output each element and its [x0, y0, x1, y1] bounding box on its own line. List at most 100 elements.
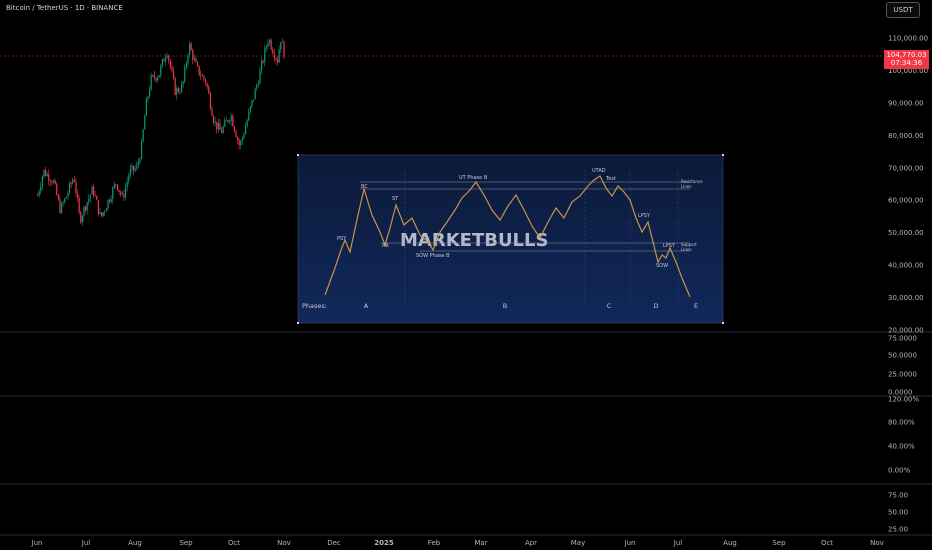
time-tick-label: Sep: [772, 539, 786, 547]
candle-body: [229, 120, 231, 122]
time-tick-label: Apr: [525, 539, 537, 547]
price-tick-label: 40,000.00: [888, 262, 924, 270]
price-tick-label: 60,000.00: [888, 197, 924, 205]
candle-body: [72, 179, 74, 184]
candle-body: [109, 199, 111, 202]
candle-body: [283, 41, 285, 58]
candle-body: [177, 88, 179, 92]
current-price-value: 104,770.03: [886, 51, 927, 59]
candle-body: [169, 60, 171, 67]
candle-body: [235, 131, 237, 138]
candle-body: [38, 191, 40, 196]
currency-button[interactable]: USDT: [886, 2, 920, 18]
candle-body: [75, 181, 77, 194]
time-tick-label: 2025: [374, 539, 394, 547]
phase-letter: B: [503, 302, 507, 310]
candle-body: [94, 195, 96, 197]
candle-body: [277, 59, 279, 63]
candle-body: [193, 58, 195, 60]
candle-body: [88, 198, 90, 203]
price-tick-label: 100,000.00: [888, 67, 928, 75]
candle-body: [150, 75, 152, 90]
candle-body: [269, 40, 271, 43]
candle-body: [83, 206, 85, 217]
candle-body: [261, 60, 263, 71]
candle-body: [78, 197, 80, 213]
candle-body: [251, 100, 253, 107]
candle-body: [165, 57, 167, 62]
candle-body: [137, 162, 139, 166]
candle-body: [160, 66, 162, 76]
time-tick-label: Oct: [821, 539, 833, 547]
candle-body: [115, 184, 117, 186]
candle-body: [259, 70, 261, 84]
candle-body: [136, 165, 138, 169]
resize-handle[interactable]: [722, 154, 724, 156]
candle-body: [126, 181, 128, 188]
indicator-tick-label: 40.00%: [888, 443, 915, 451]
candle-body: [40, 186, 42, 192]
resize-handle[interactable]: [297, 154, 299, 156]
time-tick-label: Dec: [327, 539, 341, 547]
wyckoff-event-label: Test: [605, 176, 616, 182]
candle-body: [118, 190, 120, 192]
inset-watermark: MARKETBULLS: [400, 230, 548, 251]
candle-body: [152, 75, 154, 76]
candle-body: [240, 141, 242, 146]
candle-body: [62, 202, 64, 204]
price-tick-label: 70,000.00: [888, 164, 924, 172]
candle-body: [205, 79, 207, 84]
candle-body: [131, 165, 133, 169]
phase-letter: D: [653, 302, 658, 310]
candle-body: [123, 193, 125, 198]
resize-handle[interactable]: [722, 322, 724, 324]
candle-body: [190, 43, 192, 51]
candle-body: [224, 120, 226, 127]
candle-body: [93, 186, 95, 196]
candle-body: [243, 134, 245, 138]
candle-body: [219, 123, 221, 131]
wyckoff-event-label: UTAD: [592, 168, 606, 174]
candle-body: [182, 81, 184, 85]
indicator-tick-label: 0.0000: [888, 389, 913, 397]
candle-body: [81, 216, 83, 223]
candle-body: [281, 41, 283, 43]
candle-body: [184, 67, 186, 82]
candle-body: [211, 108, 213, 116]
price-tick-label: 80,000.00: [888, 132, 924, 140]
candle-body: [185, 63, 187, 68]
candle-body: [221, 130, 223, 133]
time-tick-label: Mar: [474, 539, 487, 547]
candle-body: [273, 53, 275, 59]
inset-border: [297, 154, 724, 324]
time-axis[interactable]: Jun Jul Aug Sep Oct Nov Dec 2025 Feb Mar Apr May Jun…: [31, 539, 884, 547]
level-label: Support: [681, 242, 697, 247]
candle-body: [139, 158, 141, 163]
candle-body: [189, 43, 191, 56]
candle-body: [85, 206, 87, 211]
resize-handle[interactable]: [297, 322, 299, 324]
candle-body: [141, 141, 143, 159]
price-axis[interactable]: 110,000.00 100,000.00 90,000.00 80,000.00 70…: [888, 35, 928, 534]
candle-body: [51, 181, 53, 183]
candle-body: [222, 126, 224, 133]
candle-body: [64, 198, 66, 203]
candle-body: [173, 70, 175, 78]
candle-body: [241, 137, 243, 142]
candle-body: [158, 75, 160, 78]
candle-body: [195, 58, 197, 63]
candle-body: [201, 75, 203, 77]
candle-body: [237, 137, 239, 140]
candle-body: [107, 199, 109, 209]
candle-body: [248, 111, 250, 121]
candle-body: [97, 200, 99, 214]
phase-letter: A: [364, 302, 369, 310]
candle-body: [192, 50, 194, 60]
phase-letter: C: [607, 302, 612, 310]
candle-body: [56, 183, 58, 195]
phases-label: Phases:: [302, 302, 327, 310]
candle-body: [163, 59, 165, 62]
candle-body: [142, 129, 144, 142]
